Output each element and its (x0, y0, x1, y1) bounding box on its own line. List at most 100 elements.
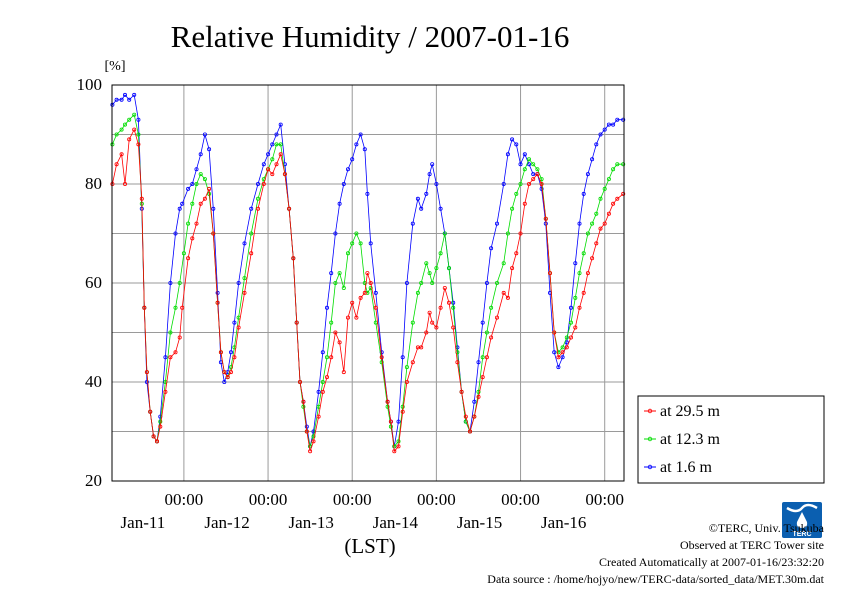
data-point (365, 191, 370, 196)
data-point (480, 320, 485, 325)
data-point (365, 290, 370, 295)
data-point (329, 271, 334, 276)
data-point (320, 389, 325, 394)
data-point (236, 325, 241, 330)
data-point (615, 117, 620, 122)
data-point (484, 280, 489, 285)
data-point (552, 330, 557, 335)
data-point (585, 271, 590, 276)
data-point (337, 340, 342, 345)
data-point (354, 142, 359, 147)
data-point (222, 370, 227, 375)
data-point (168, 330, 173, 335)
data-point (132, 92, 137, 97)
data-point (510, 137, 515, 142)
data-point (168, 280, 173, 285)
data-point (261, 162, 266, 167)
data-point (476, 389, 481, 394)
legend: at 29.5 m at 12.3 m at 1.6 m (637, 395, 825, 484)
data-point (132, 127, 137, 132)
data-point (455, 360, 460, 365)
y-tick-label: 20 (85, 471, 102, 490)
data-point (531, 162, 536, 167)
data-point (379, 355, 384, 360)
data-point (438, 206, 443, 211)
data-point (602, 186, 607, 191)
footer-observed: Observed at TERC Tower site (679, 538, 824, 552)
x-tick-label: 00:00 (249, 490, 288, 509)
data-point (396, 419, 401, 424)
data-point (278, 142, 283, 147)
data-point (320, 350, 325, 355)
data-point (132, 112, 137, 117)
data-point (190, 181, 195, 186)
data-point (123, 181, 128, 186)
data-point (350, 300, 355, 305)
data-point (430, 320, 435, 325)
data-point (594, 142, 599, 147)
data-point (232, 320, 237, 325)
data-point (494, 221, 499, 226)
data-point (337, 201, 342, 206)
data-point (278, 122, 283, 127)
data-point (154, 439, 159, 444)
data-point (266, 152, 271, 157)
series-line (112, 94, 624, 447)
data-point (427, 310, 432, 315)
y-tick-label: 100 (77, 75, 103, 94)
x-tick-date: Jan-16 (541, 513, 586, 532)
data-point (621, 191, 626, 196)
data-point (163, 355, 168, 360)
data-point (518, 231, 523, 236)
data-point (430, 162, 435, 167)
footer-copyright: ©TERC, Univ. Tsukuba (708, 521, 824, 535)
data-point (333, 280, 338, 285)
data-point (615, 162, 620, 167)
data-point (242, 241, 247, 246)
footer-created: Created Automatically at 2007-01-16/23:3… (599, 555, 824, 569)
data-point (177, 280, 182, 285)
data-point (119, 97, 124, 102)
data-point (400, 355, 405, 360)
data-point (368, 280, 373, 285)
data-point (514, 191, 519, 196)
data-point (569, 305, 574, 310)
data-point (228, 350, 233, 355)
data-point (518, 181, 523, 186)
data-point (438, 305, 443, 310)
data-point (410, 320, 415, 325)
data-point (329, 355, 334, 360)
data-point (434, 181, 439, 186)
data-point (287, 206, 292, 211)
data-point (368, 241, 373, 246)
data-point (202, 196, 207, 201)
data-point (388, 419, 393, 424)
data-point (424, 261, 429, 266)
data-point (459, 389, 464, 394)
series-at-29-5-m (110, 127, 626, 454)
data-point (505, 152, 510, 157)
data-point (333, 330, 338, 335)
data-point (173, 350, 178, 355)
y-tick-label: 80 (85, 174, 102, 193)
x-tick-date: Jan-15 (457, 513, 502, 532)
data-point (467, 429, 472, 434)
y-tick-label: 60 (85, 273, 102, 292)
data-point (136, 142, 141, 147)
data-point (404, 379, 409, 384)
data-point (396, 444, 401, 449)
data-point (539, 181, 544, 186)
series-layer (110, 92, 626, 454)
legend-label: at 1.6 m (660, 459, 713, 476)
data-point (186, 221, 191, 226)
data-point (590, 221, 595, 226)
x-tick-label: 00:00 (501, 490, 540, 509)
data-point (329, 320, 334, 325)
data-point (341, 370, 346, 375)
data-point (242, 276, 247, 281)
x-tick-date: Jan-12 (204, 513, 249, 532)
data-point (404, 280, 409, 285)
data-point (527, 162, 532, 167)
data-point (476, 394, 481, 399)
data-point (424, 330, 429, 335)
